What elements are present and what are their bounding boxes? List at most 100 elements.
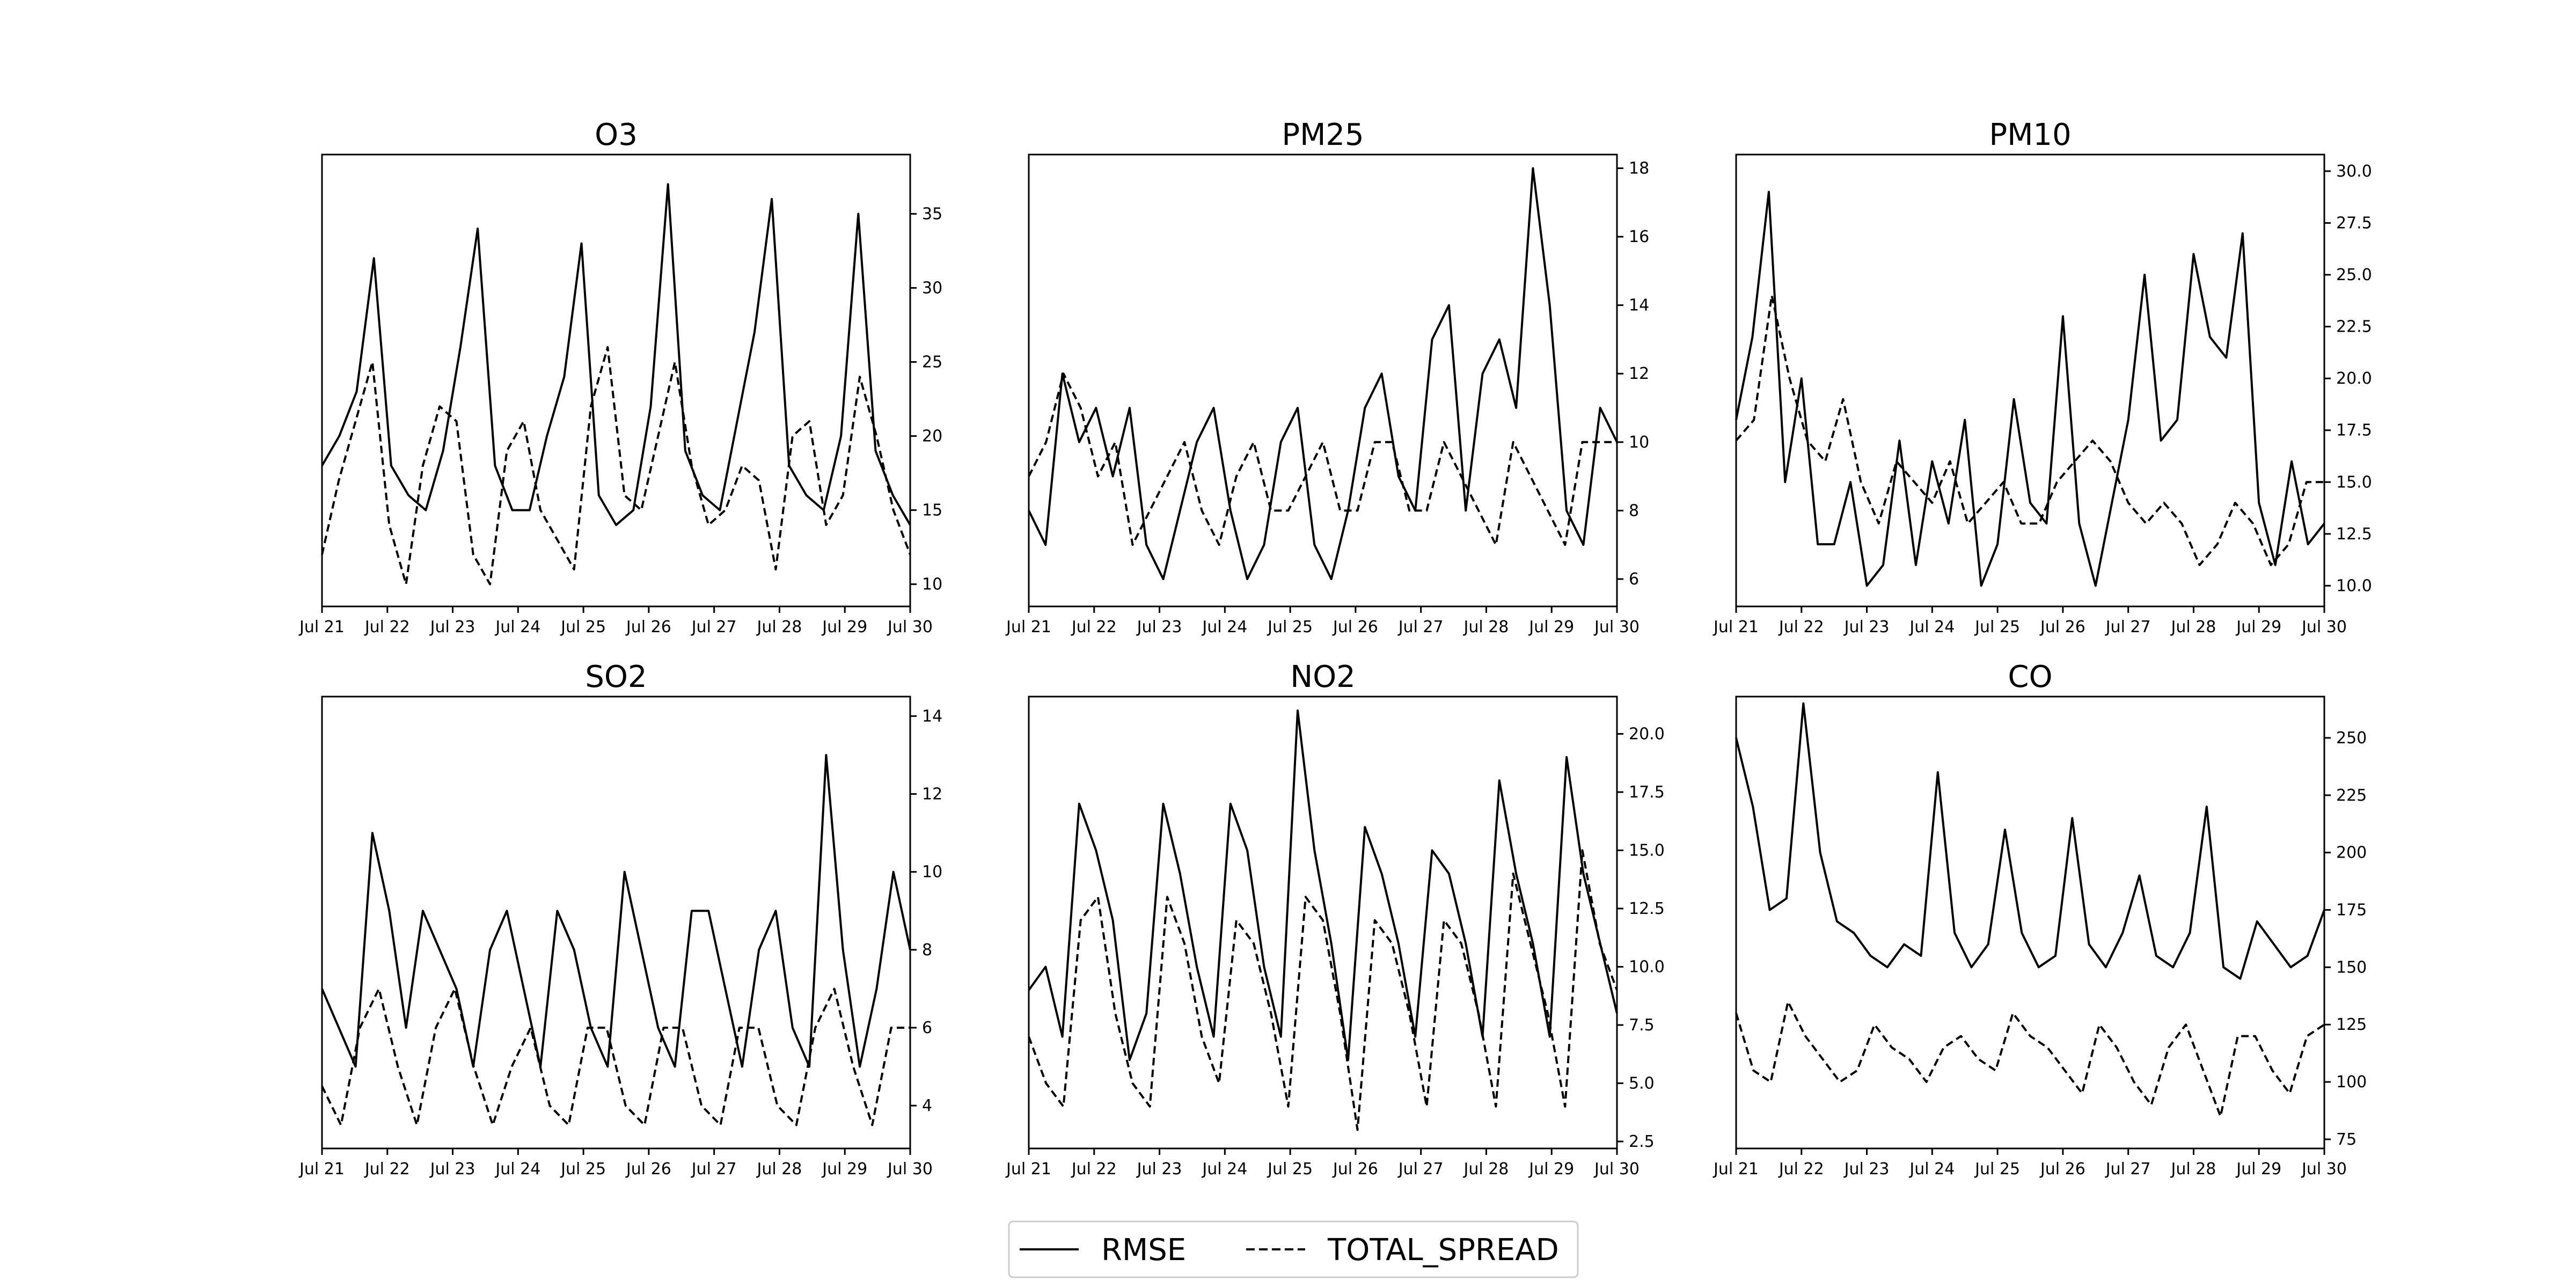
x-tick-label: Jul 23	[1136, 1160, 1182, 1179]
series-line-rmse	[321, 183, 911, 526]
x-tick-label: Jul 30	[2301, 1160, 2347, 1179]
y-tick-label: 150	[2336, 958, 2367, 977]
subplot-no2: NO2 Jul 21 Jul 22 Jul 23 Jul 24 Jul 25 J…	[1005, 660, 1665, 1179]
y-tick-label: 18	[1629, 159, 1649, 178]
x-tick-label: Jul 26	[625, 1160, 671, 1179]
y-tick-label: 16	[1629, 228, 1649, 246]
series-line-rmse	[1735, 191, 2325, 587]
subplot-pm10: PM10 Jul 21 Jul 22 Jul 23 Jul 24 Jul 25 …	[1713, 118, 2372, 636]
x-tick-label: Jul 30	[1593, 1160, 1640, 1179]
x-tick-label: Jul 30	[1593, 618, 1640, 636]
subplot-title: PM10	[1989, 118, 2071, 152]
series-line-total-spread	[321, 346, 911, 586]
plot-frame	[321, 153, 911, 608]
x-tick-label: Jul 25	[560, 618, 606, 636]
x-tick-label: Jul 26	[1332, 618, 1378, 636]
plot-area	[1735, 191, 2325, 587]
x-tick-label: Jul 21	[1005, 618, 1051, 636]
plot-area	[321, 183, 911, 586]
y-tick-label: 14	[922, 707, 942, 726]
y-tick-label: 20	[922, 427, 942, 446]
y-tick-label: 75	[2336, 1130, 2357, 1149]
x-tick-label: Jul 29	[821, 618, 867, 636]
y-tick-label: 20.0	[1629, 724, 1665, 743]
subplot-title: O3	[595, 118, 638, 152]
series-line-total-spread	[1028, 849, 1618, 1131]
plot-frame	[1028, 153, 1618, 608]
y-tick-label: 27.5	[2336, 214, 2372, 232]
subplot-o3: O3 Jul 21 Jul 22 Jul 23 Jul 24 Jul 25 Ju…	[298, 118, 942, 636]
x-tick-label: Jul 28	[2170, 1160, 2216, 1179]
y-tick-label: 15	[922, 501, 942, 520]
y-tick-label: 17.5	[1629, 783, 1665, 802]
plot-area	[1028, 167, 1618, 580]
y-tick-label: 14	[1629, 296, 1649, 315]
x-axis: Jul 21 Jul 22 Jul 23 Jul 24 Jul 25 Jul 2…	[1005, 1148, 1640, 1179]
x-tick-label: Jul 26	[2039, 618, 2085, 636]
x-tick-label: Jul 22	[364, 618, 410, 636]
x-tick-label: Jul 30	[887, 1160, 933, 1179]
x-tick-label: Jul 28	[756, 618, 802, 636]
y-tick-label: 10	[922, 575, 942, 594]
x-tick-label: Jul 22	[1778, 618, 1824, 636]
y-tick-label: 175	[2336, 901, 2367, 919]
y-tick-label: 25	[922, 353, 942, 371]
x-tick-label: Jul 22	[364, 1160, 410, 1179]
x-tick-label: Jul 28	[756, 1160, 802, 1179]
x-tick-label: Jul 27	[2105, 1160, 2151, 1179]
y-tick-label: 8	[922, 941, 932, 960]
x-tick-label: Jul 29	[2235, 618, 2281, 636]
x-tick-label: Jul 24	[1201, 1160, 1247, 1179]
x-tick-label: Jul 29	[1528, 1160, 1574, 1179]
x-tick-label: Jul 26	[2039, 1160, 2085, 1179]
y-tick-label: 20.0	[2336, 369, 2372, 388]
x-axis: Jul 21 Jul 22 Jul 23 Jul 24 Jul 25 Jul 2…	[298, 606, 933, 636]
y-tick-label: 15.0	[2336, 473, 2372, 492]
y-tick-label: 30.0	[2336, 162, 2372, 181]
x-tick-label: Jul 27	[1397, 1160, 1444, 1179]
y-axis: 4 6 8 10 12 14	[910, 707, 942, 1115]
y-tick-label: 15.0	[1629, 841, 1665, 860]
y-tick-label: 200	[2336, 844, 2367, 862]
x-axis: Jul 21 Jul 22 Jul 23 Jul 24 Jul 25 Jul 2…	[1713, 606, 2347, 636]
x-tick-label: Jul 24	[1201, 618, 1247, 636]
x-tick-label: Jul 25	[560, 1160, 606, 1179]
y-tick-label: 6	[1629, 570, 1639, 589]
y-tick-label: 125	[2336, 1015, 2367, 1034]
x-axis: Jul 21 Jul 22 Jul 23 Jul 24 Jul 25 Jul 2…	[1005, 606, 1640, 636]
subplot-co: CO Jul 21 Jul 22 Jul 23 Jul 24 Jul 25 Ju…	[1713, 660, 2367, 1179]
x-tick-label: Jul 22	[1071, 1160, 1117, 1179]
y-axis: 6 8 10 12 14 16 18	[1617, 159, 1649, 589]
y-tick-label: 12	[922, 785, 942, 803]
series-line-total-spread	[1028, 372, 1617, 546]
y-tick-label: 7.5	[1629, 1016, 1655, 1035]
y-tick-label: 12.5	[2336, 525, 2372, 544]
x-tick-label: Jul 29	[1528, 618, 1574, 636]
subplot-so2: SO2 Jul 21 Jul 22 Jul 23 Jul 24 Jul 25 J…	[298, 660, 942, 1179]
series-line-total-spread	[1735, 1000, 2325, 1118]
x-tick-label: Jul 25	[1267, 1160, 1313, 1179]
series-line-total-spread	[1735, 294, 2324, 566]
x-tick-label: Jul 26	[625, 618, 671, 636]
x-tick-label: Jul 28	[1462, 1160, 1509, 1179]
plot-area	[1028, 709, 1618, 1131]
x-tick-label: Jul 25	[1974, 618, 2020, 636]
series-line-rmse	[1028, 709, 1618, 1062]
x-axis: Jul 21 Jul 22 Jul 23 Jul 24 Jul 25 Jul 2…	[298, 1148, 933, 1179]
x-tick-label: Jul 27	[2105, 618, 2151, 636]
x-tick-label: Jul 22	[1778, 1160, 1824, 1179]
y-tick-label: 2.5	[1629, 1132, 1655, 1151]
y-tick-label: 100	[2336, 1073, 2367, 1092]
x-tick-label: Jul 21	[1713, 1160, 1759, 1179]
y-tick-label: 22.5	[2336, 318, 2372, 336]
plot-area	[321, 753, 911, 1126]
y-tick-label: 250	[2336, 729, 2367, 748]
subplot-title: PM25	[1282, 118, 1364, 152]
y-axis: 10 15 20 25 30 35	[910, 204, 942, 594]
y-tick-label: 6	[922, 1019, 932, 1037]
subplot-title: SO2	[585, 660, 647, 694]
x-tick-label: Jul 29	[821, 1160, 867, 1179]
x-tick-label: Jul 30	[887, 618, 933, 636]
series-line-rmse	[321, 753, 911, 1068]
